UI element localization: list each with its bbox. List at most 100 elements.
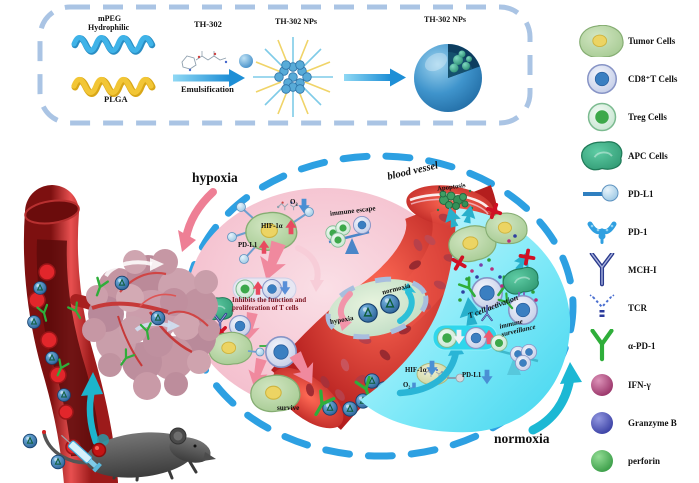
mpeg-wave [71, 35, 156, 55]
micelle-label: TH-302 NPs [275, 17, 317, 26]
nanoparticle-icon [380, 294, 400, 314]
plga-label: PLGA [104, 94, 128, 104]
plga-wave [71, 77, 156, 97]
mouse-body [85, 432, 195, 478]
cd8-cell-icon [353, 215, 371, 235]
mouse-snout [203, 452, 216, 461]
mouse-eye [193, 444, 197, 448]
legend-label: α-PD-1 [628, 341, 656, 352]
immune-escape-balance [325, 215, 371, 254]
pdl1-down-label: PD-L1 [462, 372, 482, 379]
micelle-core [274, 60, 312, 94]
tumor-mass [67, 249, 220, 400]
drug-sphere [239, 54, 253, 68]
nanoparticle-label: TH-302 NPs [424, 15, 466, 24]
legend-item-tumor-cells: Tumor Cells [576, 24, 698, 58]
normoxia-scenes [396, 189, 542, 397]
hypoxic-tumor-cell [227, 200, 314, 264]
treg-cell-icon [330, 232, 346, 248]
legend-item-pd-1: PD-1 [576, 215, 698, 249]
normoxia-outer-label: normoxia [494, 431, 550, 446]
activated-cd8-group [457, 234, 517, 322]
cytokine-dots [458, 234, 517, 302]
nanoparticle-icon [150, 310, 166, 326]
pd-l1-icon [576, 178, 628, 210]
survive-label: survive [277, 404, 300, 412]
legend-item-tcr: TCR [576, 291, 698, 325]
treg-up-cd8-down-pill [232, 277, 297, 301]
nanoparticle-icon [45, 351, 59, 365]
legend-item-pd-l1: PD-L1 [576, 177, 698, 211]
teal-curve-arrow [396, 348, 460, 397]
lens-hypoxia-arrowhead [338, 318, 352, 331]
nanoparticle-icon [22, 433, 38, 449]
mouse-scene [22, 372, 216, 482]
apc-cell-icon [576, 140, 628, 172]
legend-label: Tumor Cells [628, 36, 676, 46]
immune-surveillance-balance [490, 334, 539, 375]
ifn-gamma-icon [576, 369, 628, 401]
treg-cell-icon [576, 101, 628, 133]
legend-label: MCH-I [628, 265, 657, 276]
apoptosis-cluster [436, 189, 474, 212]
inhibits-label: Inhibits the function and proliferation … [232, 296, 307, 312]
legend: Tumor Cells CD8⁺T Cells Treg Cells APC C… [576, 24, 698, 478]
th302-molecule [181, 51, 253, 72]
nanoparticle-icon [358, 303, 378, 323]
lens-normoxia-arrowhead [402, 283, 416, 293]
legend-item-granzyme-b: Granzyme B [576, 406, 698, 440]
legend-item-mch-i: MCH-I [576, 253, 698, 287]
nanoparticle-icon [342, 401, 358, 417]
pd-1-icon [576, 216, 628, 248]
legend-label: PD-1 [628, 226, 648, 237]
legend-item-perforin: perforin [576, 444, 698, 478]
legend-item-cd8-t-cells: CD8⁺T Cells [576, 62, 698, 96]
pdl1-icon [455, 373, 465, 383]
legend-item-apc-cells: APC Cells [576, 139, 698, 173]
mch-i-icon [576, 253, 628, 287]
lens-hypoxia-arrow [337, 291, 353, 324]
pdl1-pd1-interaction [208, 314, 298, 369]
normoxia-flow-arrowhead [560, 362, 582, 384]
legend-item-alpha-pd-1: α-PD-1 [576, 329, 698, 363]
normoxia-flow-arrow [528, 373, 575, 435]
nanoparticle-icon [57, 388, 71, 402]
hypoxia-flow-arrow [182, 188, 217, 242]
mpeg-label: mPEG [98, 14, 122, 23]
tumor-cell-icon [576, 25, 628, 57]
alpha-pd-1-icon [576, 329, 628, 363]
o2-bottom-label: O₂ [403, 382, 411, 389]
o2-top-label: O₂ [290, 198, 298, 206]
tcr-icon [576, 292, 628, 324]
treg-down-cd8-up-pill [432, 324, 498, 351]
nanoparticle-icon [33, 281, 47, 295]
cd8-cell-icon [464, 326, 488, 350]
hydrophilic-label: Hydrophilic [88, 23, 130, 32]
nanoparticle-sphere [414, 44, 482, 112]
legend-label: perforin [628, 455, 660, 466]
legend-label: IFN-γ [628, 379, 651, 390]
normoxia-region [360, 208, 571, 433]
hypoxia-flow-arrowhead [178, 230, 196, 252]
white-flow-arc [104, 260, 153, 278]
pale-pink-arc [295, 245, 321, 283]
cd8-cell-icon [515, 354, 531, 372]
syringe [61, 434, 102, 473]
granzyme-b-icon [576, 407, 628, 439]
legend-label: TCR [628, 303, 648, 314]
hypoxia-outer-label: hypoxia [192, 170, 238, 185]
legend-label: Treg Cells [628, 112, 667, 123]
emulsification-arrow [173, 69, 245, 87]
apc-presenting-group [497, 264, 542, 325]
legend-item-ifn-gamma: IFN-γ [576, 368, 698, 402]
blue-flow-arc [134, 321, 171, 332]
legend-label: CD8⁺T Cells [628, 73, 678, 84]
lens-normoxia-arrow [397, 289, 415, 324]
mouse-tumor [91, 442, 107, 458]
hif1a-up-label: HIF-1α [261, 223, 283, 230]
legend-item-treg-cells: Treg Cells [576, 100, 698, 134]
legend-label: APC Cells [628, 150, 668, 161]
hypoxia-scenes [199, 198, 371, 413]
